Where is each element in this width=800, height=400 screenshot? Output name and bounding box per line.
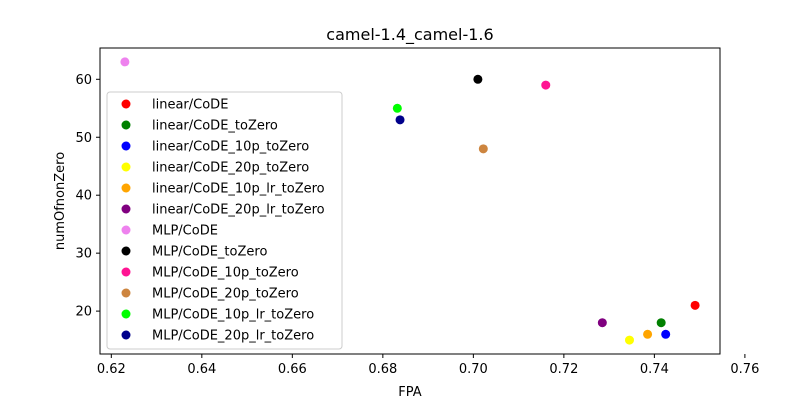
legend-marker <box>121 225 131 235</box>
legend-marker <box>121 141 131 151</box>
legend-marker <box>121 120 131 130</box>
legend-marker <box>121 99 131 109</box>
x-axis-title: FPA <box>398 385 421 400</box>
data-points <box>120 57 700 345</box>
data-point <box>541 80 551 90</box>
legend-marker <box>121 309 131 319</box>
data-point <box>120 57 130 67</box>
legend-label: linear/CoDE_toZero <box>152 119 278 134</box>
data-point <box>395 115 405 125</box>
y-tick-label: 30 <box>75 247 92 262</box>
x-tick-label: 0.68 <box>368 362 397 377</box>
legend-marker <box>121 204 131 214</box>
x-axis: 0.62 0.64 0.66 0.68 0.70 0.72 0.74 0.76 <box>97 354 759 377</box>
x-tick-label: 0.72 <box>549 362 578 377</box>
data-point <box>624 335 634 345</box>
y-tick-label: 50 <box>75 131 92 146</box>
legend-marker <box>121 246 131 256</box>
x-tick-label: 0.70 <box>459 362 488 377</box>
legend-marker <box>121 330 131 340</box>
x-tick-label: 0.76 <box>730 362 759 377</box>
x-tick-label: 0.62 <box>97 362 126 377</box>
legend-label: MLP/CoDE <box>152 224 218 239</box>
legend-marker <box>121 267 131 277</box>
legend-label: linear/CoDE_10p_toZero <box>152 140 309 155</box>
legend-label: MLP/CoDE_20p_lr_toZero <box>152 329 314 344</box>
x-tick-label: 0.64 <box>187 362 216 377</box>
legend-label: MLP/CoDE_10p_toZero <box>152 266 299 281</box>
legend-label: MLP/CoDE_10p_lr_toZero <box>152 308 314 323</box>
y-axis-title: numOfnonZero <box>53 152 68 250</box>
legend-label: linear/CoDE_20p_lr_toZero <box>152 203 325 218</box>
data-point <box>473 74 483 84</box>
legend-marker <box>121 183 131 193</box>
chart-title: camel-1.4_camel-1.6 <box>326 25 493 45</box>
data-point <box>656 318 666 328</box>
y-tick-label: 60 <box>75 73 92 88</box>
data-point <box>597 318 607 328</box>
data-point <box>661 329 671 339</box>
y-tick-label: 20 <box>75 305 92 320</box>
data-point <box>392 103 402 113</box>
x-tick-label: 0.66 <box>278 362 307 377</box>
x-tick-label: 0.74 <box>640 362 669 377</box>
legend-label: MLP/CoDE_toZero <box>152 245 267 260</box>
data-point <box>478 144 488 154</box>
data-point <box>690 300 700 310</box>
legend-label: MLP/CoDE_20p_toZero <box>152 287 299 302</box>
y-tick-label: 40 <box>75 189 92 204</box>
legend-marker <box>121 288 131 298</box>
legend-marker <box>121 162 131 172</box>
y-axis: 20 30 40 50 60 <box>75 73 100 320</box>
data-point <box>643 329 653 339</box>
legend: linear/CoDE linear/CoDE_toZero linear/CoDE… <box>106 91 343 350</box>
legend-frame <box>106 91 343 350</box>
legend-label: linear/CoDE_10p_lr_toZero <box>152 182 325 197</box>
legend-label: linear/CoDE_20p_toZero <box>152 161 309 176</box>
legend-label: linear/CoDE <box>152 98 228 113</box>
